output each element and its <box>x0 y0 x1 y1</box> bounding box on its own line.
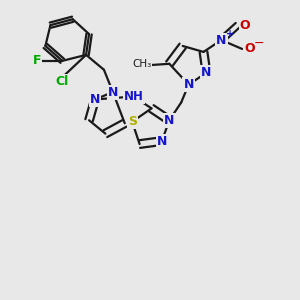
Text: Cl: Cl <box>56 75 69 88</box>
Text: O: O <box>240 19 250 32</box>
Text: N: N <box>157 135 167 148</box>
Text: N: N <box>184 78 194 91</box>
Text: N: N <box>201 66 212 79</box>
Text: +: + <box>226 29 234 39</box>
Text: O: O <box>244 42 255 56</box>
Text: N: N <box>90 93 100 106</box>
Text: S: S <box>128 115 137 128</box>
Text: F: F <box>33 54 41 67</box>
Text: CH₃: CH₃ <box>132 59 151 69</box>
Text: NH: NH <box>124 90 144 103</box>
Text: −: − <box>253 37 264 50</box>
Text: N: N <box>108 85 118 98</box>
Text: N: N <box>164 114 175 127</box>
Text: N: N <box>216 34 226 46</box>
